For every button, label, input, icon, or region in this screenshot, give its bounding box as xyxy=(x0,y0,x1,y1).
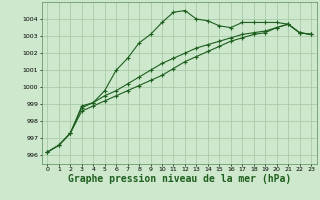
X-axis label: Graphe pression niveau de la mer (hPa): Graphe pression niveau de la mer (hPa) xyxy=(68,174,291,184)
